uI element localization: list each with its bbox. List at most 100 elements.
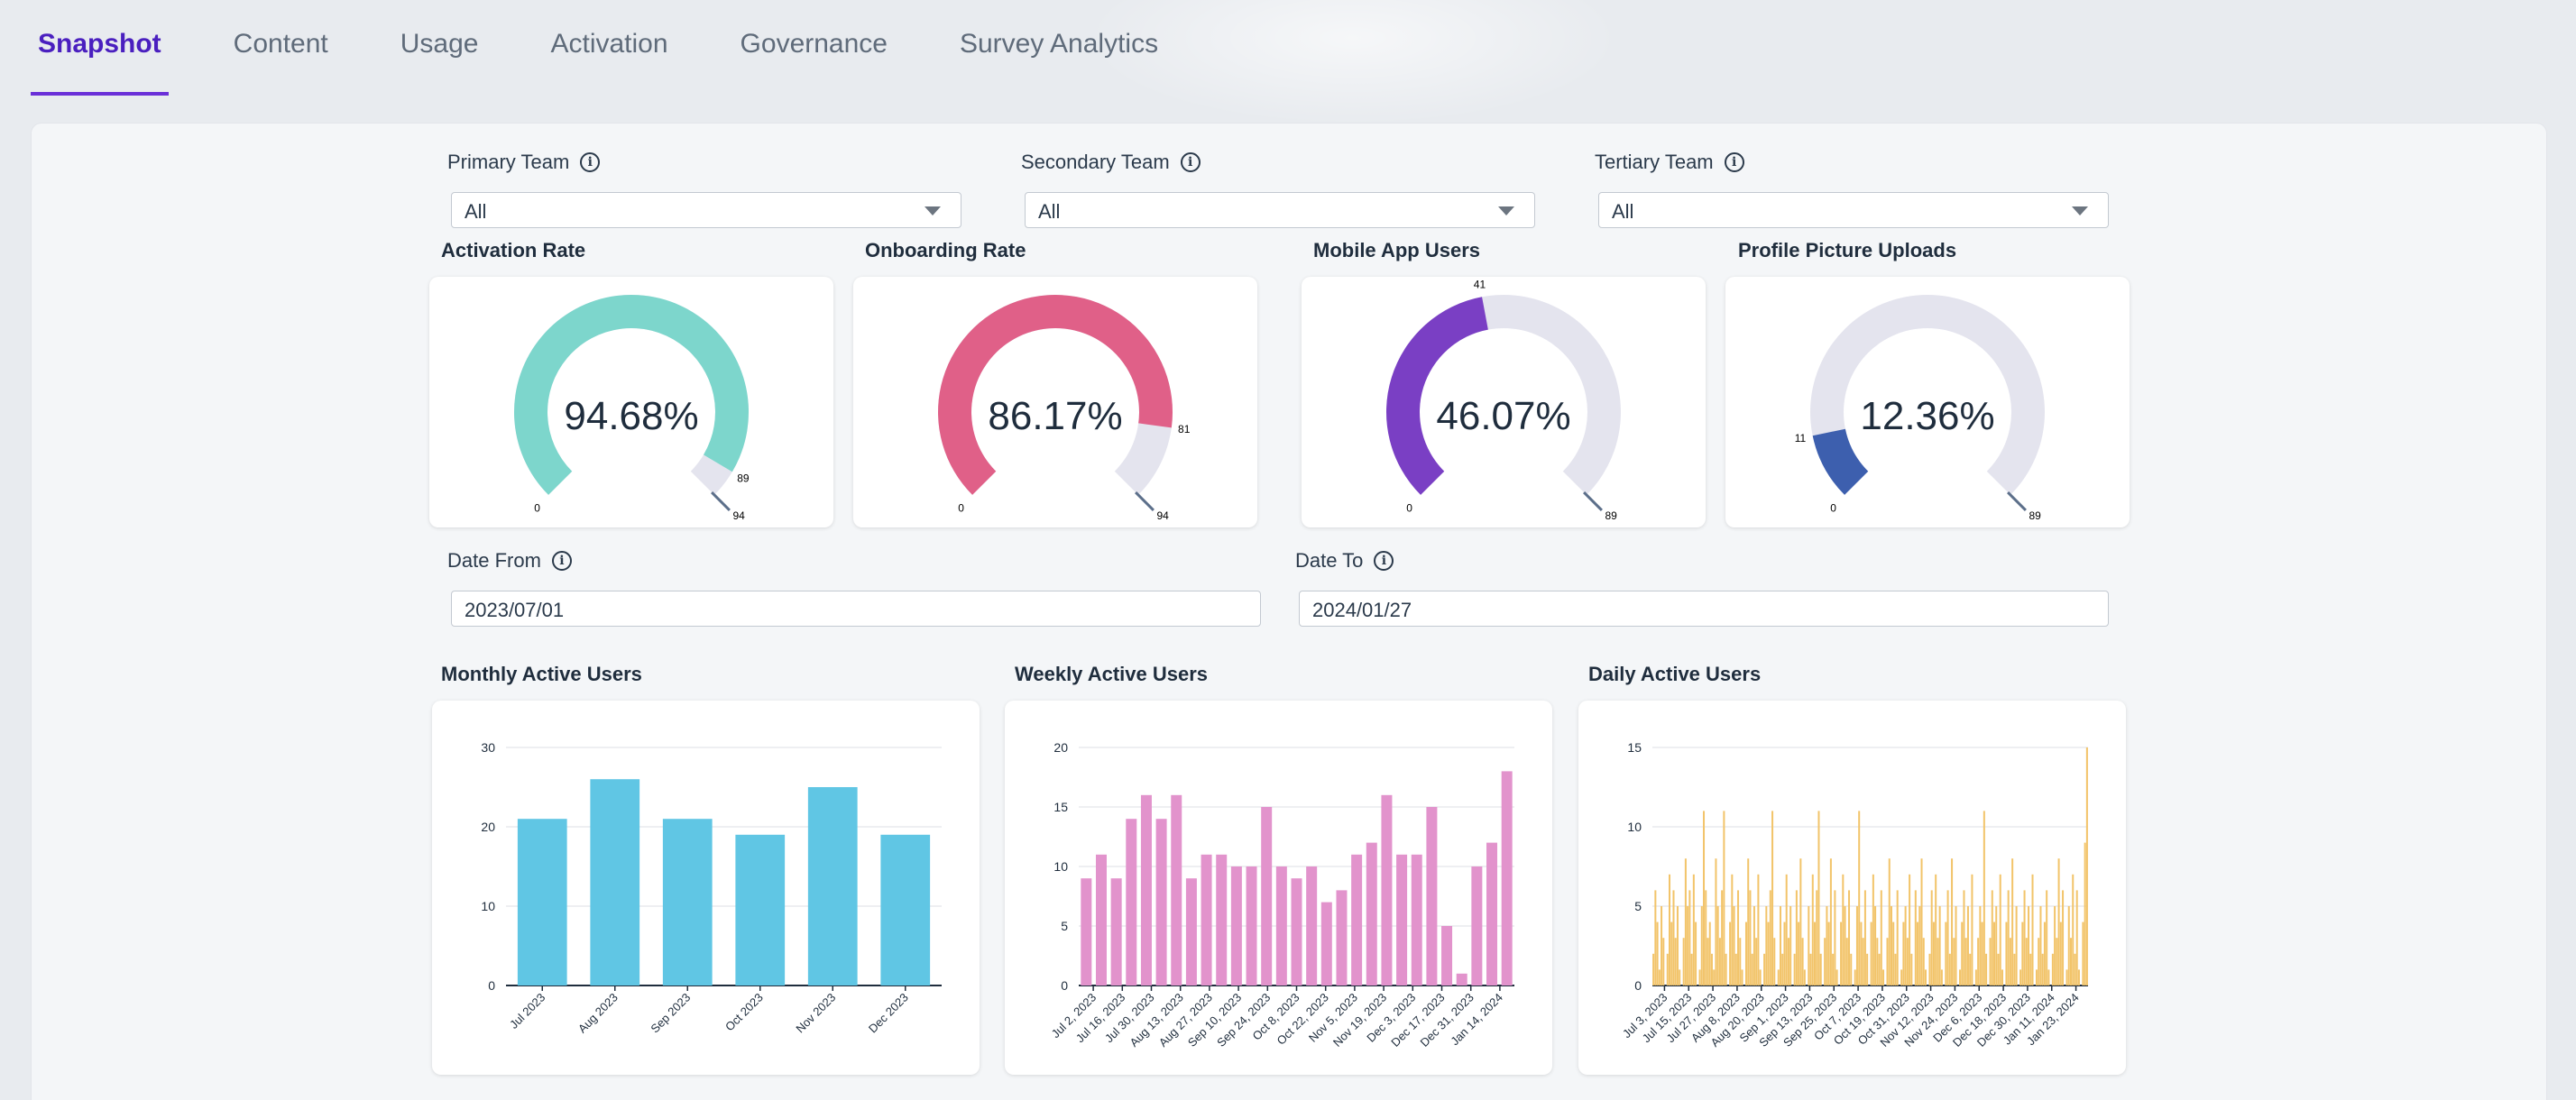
bar xyxy=(2039,906,2042,985)
info-icon[interactable]: i xyxy=(580,152,601,172)
bar xyxy=(1396,854,1408,985)
bar xyxy=(1920,858,1923,985)
secondary-team-label-text: Secondary Team xyxy=(1021,151,1170,173)
chevron-down-icon xyxy=(925,206,941,215)
bar xyxy=(1840,921,1843,985)
bar xyxy=(2005,921,2008,985)
tab-usage[interactable]: Usage xyxy=(400,29,479,59)
bar xyxy=(1961,921,1964,985)
bar xyxy=(1306,866,1318,985)
primary-team-select[interactable]: All xyxy=(451,192,961,228)
info-icon[interactable]: i xyxy=(1374,551,1394,571)
tertiary-team-label-text: Tertiary Team xyxy=(1595,151,1714,173)
bar xyxy=(1997,953,2000,985)
bar xyxy=(1687,906,1689,985)
bar xyxy=(807,787,858,985)
tab-activation[interactable]: Activation xyxy=(550,29,668,59)
bar xyxy=(517,819,567,985)
date-from-input[interactable]: 2023/07/01 xyxy=(451,591,1261,627)
bar xyxy=(1763,953,1766,985)
mobile-app-users-percentage: 46.07% xyxy=(1436,394,1571,438)
bar xyxy=(1819,953,1822,985)
bar xyxy=(1890,906,1892,985)
y-tick-label: 10 xyxy=(481,899,495,913)
bar xyxy=(2001,969,2003,985)
gauge-fill xyxy=(1812,428,1869,495)
bar xyxy=(1110,878,1122,985)
bar xyxy=(1081,878,1092,985)
gauge-max-tick xyxy=(2007,491,2027,511)
bar xyxy=(1953,938,1955,985)
bar xyxy=(1684,858,1687,985)
bar xyxy=(1801,938,1804,985)
bar xyxy=(1854,969,1856,985)
bar xyxy=(1922,938,1925,985)
bar xyxy=(1731,874,1734,985)
bar xyxy=(1882,969,1885,985)
bar xyxy=(1320,902,1332,985)
bar xyxy=(1866,953,1869,985)
bar xyxy=(1917,921,1919,985)
bar xyxy=(1291,878,1302,985)
bar xyxy=(1723,811,1725,985)
info-icon[interactable]: i xyxy=(1180,152,1201,172)
bar xyxy=(1827,921,1830,985)
bar xyxy=(2031,874,2034,985)
tab-snapshot[interactable]: Snapshot xyxy=(31,0,169,96)
info-icon[interactable]: i xyxy=(1724,152,1744,172)
x-tick-label: Sep 2023 xyxy=(648,991,693,1036)
gauge-value-label: 89 xyxy=(737,472,750,484)
bar xyxy=(1955,906,1957,985)
bar xyxy=(1946,890,1949,985)
tertiary-team-select[interactable]: All xyxy=(1598,192,2109,228)
bar xyxy=(2047,969,2050,985)
daily-active-users-title: Daily Active Users xyxy=(1588,663,1762,685)
bar xyxy=(1979,906,1982,985)
date-to-label-text: Date To xyxy=(1295,549,1364,572)
monthly-active-users-chart: 0 10 20 30 Jul 2023 Aug 2023 Sep 2023 Oct 2023 N… xyxy=(481,740,942,1036)
bar xyxy=(1426,807,1438,985)
bar xyxy=(1733,906,1735,985)
bar xyxy=(1676,906,1679,985)
bar xyxy=(2056,938,2058,985)
bar xyxy=(1095,854,1107,985)
gauge-max-label: 89 xyxy=(2029,509,2041,522)
chevron-down-icon xyxy=(1498,206,1514,215)
bar xyxy=(1991,890,1993,985)
bar xyxy=(1739,938,1742,985)
info-icon[interactable]: i xyxy=(551,551,572,571)
bar xyxy=(1366,842,1377,985)
bar xyxy=(2059,921,2062,985)
bar xyxy=(2035,969,2038,985)
bar xyxy=(1829,858,1832,985)
bar xyxy=(1896,890,1899,985)
bar xyxy=(1876,938,1879,985)
tab-governance[interactable]: Governance xyxy=(740,29,888,59)
secondary-team-filter: Secondary Team i xyxy=(1021,151,1201,174)
tab-survey-analytics[interactable]: Survey Analytics xyxy=(959,29,1159,59)
bar xyxy=(2046,890,2048,985)
date-to-input[interactable]: 2024/01/27 xyxy=(1299,591,2109,627)
bar xyxy=(1381,794,1393,985)
daily-active-users-chart-card: 0 5 10 15 Jul 3, 2023 Jul 15, 2023 Jul 27, 202… xyxy=(1578,701,2126,1075)
y-tick-label: 0 xyxy=(1061,978,1068,993)
bar xyxy=(1737,890,1740,985)
bar xyxy=(1855,906,1858,985)
activation-rate-title: Activation Rate xyxy=(441,239,586,261)
bar xyxy=(1658,969,1661,985)
bar xyxy=(1765,906,1768,985)
bar xyxy=(1713,969,1716,985)
bar xyxy=(2021,921,2024,985)
y-tick-label: 5 xyxy=(1061,919,1068,933)
bar xyxy=(1741,969,1743,985)
bar xyxy=(1656,921,1659,985)
bar xyxy=(662,819,713,985)
y-tick-label: 20 xyxy=(481,820,495,834)
tab-content[interactable]: Content xyxy=(233,29,328,59)
secondary-team-select[interactable]: All xyxy=(1025,192,1535,228)
bar xyxy=(1814,921,1817,985)
bar xyxy=(1930,890,1933,985)
bar xyxy=(1725,953,1727,985)
date-to-filter: Date To i xyxy=(1295,549,1394,573)
bar xyxy=(1845,938,1848,985)
